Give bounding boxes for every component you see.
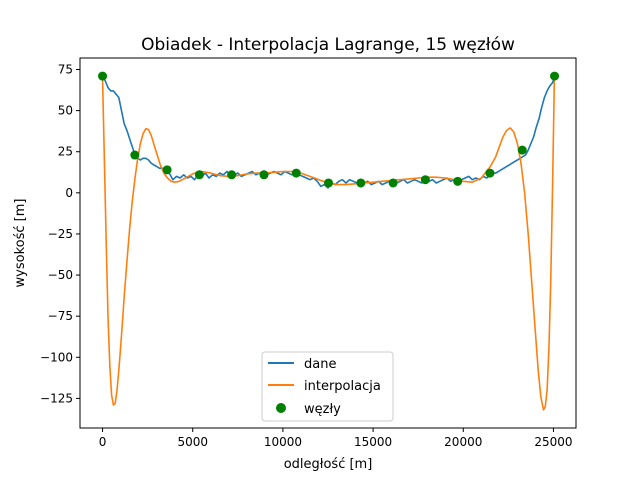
node-point bbox=[485, 168, 495, 178]
node-point bbox=[420, 175, 430, 185]
x-tick-label: 10000 bbox=[264, 435, 302, 449]
legend-label-wezly: węzły bbox=[304, 402, 341, 417]
node-point bbox=[130, 150, 140, 160]
y-tick-label: 25 bbox=[58, 145, 73, 159]
legend: dane interpolacja węzły bbox=[261, 351, 394, 422]
node-point bbox=[227, 170, 237, 180]
y-tick-label: 0 bbox=[65, 186, 73, 200]
series-layer bbox=[98, 71, 560, 411]
x-axis: 0 5000 10000 15000 20000 25000 bbox=[99, 428, 573, 449]
node-point bbox=[324, 178, 334, 188]
y-tick-label: −75 bbox=[48, 309, 73, 323]
y-tick-label: −50 bbox=[48, 268, 73, 282]
node-point bbox=[356, 178, 366, 188]
y-tick-label: −125 bbox=[40, 391, 73, 405]
node-point bbox=[388, 178, 398, 188]
node-point bbox=[453, 176, 463, 186]
y-tick-label: −25 bbox=[48, 227, 73, 241]
y-tick-label: −100 bbox=[40, 350, 73, 364]
node-point bbox=[98, 71, 108, 81]
x-axis-label: odległość [m] bbox=[284, 457, 373, 472]
chart-title: Obiadek - Interpolacja Lagrange, 15 węzł… bbox=[141, 35, 515, 55]
plot-area bbox=[79, 57, 577, 429]
legend-box bbox=[261, 351, 394, 422]
x-tick-label: 20000 bbox=[444, 435, 482, 449]
node-point bbox=[517, 145, 527, 155]
node-point bbox=[259, 170, 269, 180]
y-tick-label: 75 bbox=[58, 63, 73, 77]
node-point bbox=[194, 170, 204, 180]
series-line-interpolacja bbox=[101, 76, 556, 411]
y-axis-label: wysokość [m] bbox=[13, 199, 28, 288]
x-tick-label: 0 bbox=[99, 435, 107, 449]
node-point bbox=[550, 71, 560, 81]
y-axis: −125 −100 −75 −50 −25 0 25 50 75 bbox=[40, 63, 80, 405]
legend-label-interpolacja: interpolacja bbox=[304, 379, 381, 394]
legend-label-dane: dane bbox=[304, 357, 336, 372]
y-tick-label: 50 bbox=[58, 104, 73, 118]
legend-swatch-wezly bbox=[276, 403, 286, 413]
x-tick-label: 15000 bbox=[354, 435, 392, 449]
x-tick-label: 5000 bbox=[177, 435, 208, 449]
x-tick-label: 25000 bbox=[534, 435, 572, 449]
node-point bbox=[291, 168, 301, 178]
node-point bbox=[162, 165, 172, 175]
